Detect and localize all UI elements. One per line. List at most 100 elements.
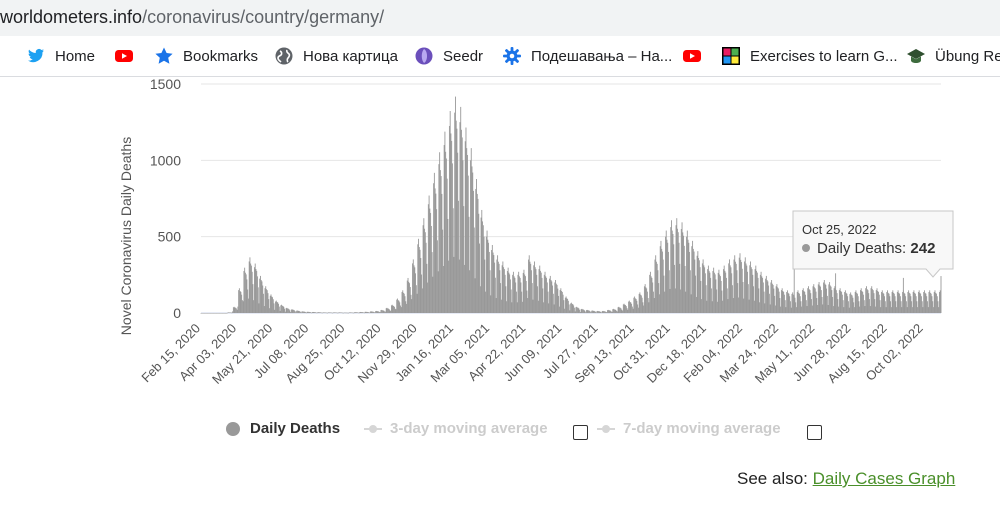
daily-deaths-bar[interactable] <box>494 277 496 313</box>
daily-deaths-bar[interactable] <box>808 286 809 313</box>
daily-deaths-bar[interactable] <box>247 298 249 313</box>
daily-deaths-bar[interactable] <box>267 293 269 313</box>
daily-deaths-bar[interactable] <box>568 304 570 313</box>
daily-deaths-bar[interactable] <box>657 270 659 313</box>
daily-deaths-bar[interactable] <box>571 303 573 313</box>
daily-deaths-bar[interactable] <box>559 290 561 313</box>
daily-deaths-bar[interactable] <box>670 227 672 314</box>
daily-deaths-bar[interactable] <box>229 312 231 313</box>
daily-deaths-bar[interactable] <box>240 291 242 313</box>
daily-deaths-bar[interactable] <box>802 288 804 313</box>
daily-deaths-bar[interactable] <box>312 311 314 313</box>
daily-deaths-bar[interactable] <box>595 311 596 313</box>
daily-deaths-bar[interactable] <box>472 172 474 313</box>
daily-deaths-bar[interactable] <box>689 270 691 313</box>
daily-deaths-bar[interactable] <box>668 270 670 313</box>
daily-deaths-bar[interactable] <box>379 312 381 313</box>
daily-deaths-bar[interactable] <box>537 300 539 313</box>
daily-deaths-bar[interactable] <box>780 306 782 313</box>
daily-deaths-bar[interactable] <box>924 292 926 313</box>
daily-deaths-bar[interactable] <box>235 307 237 313</box>
daily-deaths-bar[interactable] <box>444 131 446 313</box>
daily-deaths-bar[interactable] <box>211 313 213 314</box>
daily-deaths-bar[interactable] <box>274 309 276 313</box>
daily-deaths-bar[interactable] <box>818 282 820 313</box>
daily-deaths-bar[interactable] <box>730 267 732 313</box>
daily-deaths-bar[interactable] <box>468 216 470 313</box>
daily-deaths-bar[interactable] <box>258 303 260 313</box>
daily-deaths-bar[interactable] <box>299 311 301 313</box>
daily-deaths-bar[interactable] <box>428 195 430 313</box>
daily-deaths-bar[interactable] <box>616 311 618 313</box>
daily-deaths-bar[interactable] <box>391 304 393 313</box>
daily-deaths-bar[interactable] <box>339 312 340 313</box>
daily-deaths-bar[interactable] <box>427 282 429 313</box>
daily-deaths-bar[interactable] <box>411 299 413 313</box>
daily-deaths-bar[interactable] <box>838 306 840 313</box>
daily-deaths-bar[interactable] <box>376 311 378 313</box>
daily-deaths-bar[interactable] <box>799 296 801 313</box>
daily-deaths-bar[interactable] <box>223 313 225 314</box>
daily-deaths-bar[interactable] <box>936 296 938 313</box>
daily-deaths-bar[interactable] <box>905 296 907 313</box>
daily-deaths-bars[interactable] <box>200 96 942 314</box>
daily-deaths-bar[interactable] <box>372 311 374 313</box>
daily-deaths-bar[interactable] <box>412 259 414 313</box>
daily-deaths-bar[interactable] <box>549 278 550 313</box>
daily-deaths-bar[interactable] <box>934 290 936 313</box>
daily-deaths-bar[interactable] <box>480 217 482 313</box>
daily-deaths-bar[interactable] <box>542 288 544 313</box>
daily-deaths-bar[interactable] <box>853 307 855 313</box>
daily-deaths-bar[interactable] <box>608 310 610 313</box>
daily-deaths-bar[interactable] <box>478 213 480 313</box>
daily-deaths-bar[interactable] <box>603 311 605 313</box>
daily-deaths-bar[interactable] <box>516 302 518 313</box>
daily-deaths-bar[interactable] <box>888 293 890 313</box>
daily-deaths-bar[interactable] <box>845 292 847 313</box>
daily-deaths-bar[interactable] <box>545 276 547 313</box>
daily-deaths-bar[interactable] <box>597 310 599 313</box>
daily-deaths-bar[interactable] <box>880 307 882 313</box>
daily-deaths-bar[interactable] <box>447 218 449 313</box>
daily-deaths-bar[interactable] <box>649 274 651 313</box>
daily-deaths-bar[interactable] <box>939 290 941 313</box>
daily-deaths-bar[interactable] <box>392 305 394 313</box>
daily-deaths-bar[interactable] <box>416 293 418 313</box>
daily-deaths-bar[interactable] <box>609 310 611 313</box>
daily-deaths-bar[interactable] <box>873 293 875 313</box>
daily-deaths-bar[interactable] <box>749 265 751 313</box>
daily-deaths-bar[interactable] <box>901 307 903 313</box>
daily-deaths-bar[interactable] <box>389 310 391 313</box>
bookmark-new-tab[interactable]: Нова картица <box>274 45 398 67</box>
daily-deaths-bar[interactable] <box>399 302 401 313</box>
daily-deaths-bar[interactable] <box>745 263 747 313</box>
daily-deaths-bar[interactable] <box>417 244 419 313</box>
daily-deaths-bar[interactable] <box>860 288 862 313</box>
daily-deaths-bar[interactable] <box>358 312 360 314</box>
daily-deaths-bar[interactable] <box>298 310 300 313</box>
daily-deaths-bar[interactable] <box>497 255 499 313</box>
daily-deaths-bar[interactable] <box>306 311 308 313</box>
daily-deaths-bar[interactable] <box>470 160 471 313</box>
daily-deaths-bar[interactable] <box>726 288 728 313</box>
daily-deaths-bar[interactable] <box>788 293 790 313</box>
daily-deaths-bar[interactable] <box>360 311 362 313</box>
daily-deaths-bar[interactable] <box>535 269 537 313</box>
daily-deaths-bar[interactable] <box>374 312 376 313</box>
daily-deaths-bar[interactable] <box>421 274 423 313</box>
daily-deaths-bar[interactable] <box>405 301 407 313</box>
daily-deaths-bar[interactable] <box>268 299 270 313</box>
daily-deaths-bar[interactable] <box>450 133 452 313</box>
daily-deaths-bar[interactable] <box>819 285 821 313</box>
daily-deaths-bar[interactable] <box>750 261 751 313</box>
daily-deaths-bar[interactable] <box>815 291 817 313</box>
daily-deaths-bar[interactable] <box>215 313 217 314</box>
daily-deaths-bar[interactable] <box>662 259 664 313</box>
daily-deaths-bar[interactable] <box>733 259 735 313</box>
daily-deaths-bar[interactable] <box>746 265 748 313</box>
daily-deaths-bar[interactable] <box>238 290 240 313</box>
daily-deaths-bar[interactable] <box>224 313 226 314</box>
daily-deaths-bar[interactable] <box>817 284 819 314</box>
daily-deaths-bar[interactable] <box>288 309 290 313</box>
daily-deaths-bar[interactable] <box>805 294 806 313</box>
